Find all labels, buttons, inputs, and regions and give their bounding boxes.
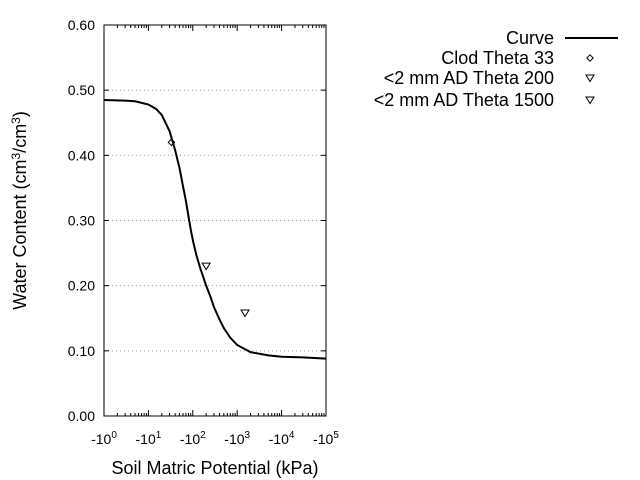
y-tick-label: 0.60 <box>68 17 95 33</box>
legend-swatch-2-mm-ad-theta-1500 <box>585 96 595 105</box>
x-tick-label: -104 <box>269 430 295 447</box>
legend-label-2-mm-ad-theta-1500: <2 mm AD Theta 1500 <box>374 90 554 110</box>
axis-ticks: 0.00 0.10 0.20 0.30 0.40 0.50 0.60 -100 -101 -102… <box>68 17 340 447</box>
gridlines <box>104 89 326 352</box>
data-point-2-mm-ad-theta-1500 <box>240 309 250 318</box>
y-tick-label: 0.30 <box>68 213 95 229</box>
x-axis-title: Soil Matric Potential (kPa) <box>111 458 318 478</box>
y-tick-label: 0.00 <box>68 408 95 424</box>
x-tick-label: -105 <box>313 430 339 447</box>
y-tick-label: 0.10 <box>68 343 95 359</box>
data-point-2-mm-ad-theta-200 <box>201 262 212 271</box>
legend-label-2-mm-ad-theta-200: <2 mm AD Theta 200 <box>384 68 554 88</box>
x-tick-label: -100 <box>91 430 117 447</box>
y-tick-label: 0.20 <box>68 278 95 294</box>
legend-swatch-2-mm-ad-theta-200 <box>585 74 595 83</box>
data-point-clod-theta-33 <box>167 138 176 147</box>
x-tick-label: -103 <box>224 430 250 447</box>
series-layer <box>103 98 327 360</box>
legend-label-curve: Curve <box>506 28 554 48</box>
x-tick-label: -101 <box>136 430 162 447</box>
y-tick-label: 0.50 <box>68 82 95 98</box>
legend-swatch-clod-theta-33 <box>586 54 594 62</box>
x-tick-label: -102 <box>180 430 206 447</box>
y-axis-title: Water Content (cm3/cm3) <box>9 111 30 310</box>
series-line-curve <box>103 98 327 360</box>
legend-label-clod-theta-33: Clod Theta 33 <box>441 48 554 68</box>
y-tick-label: 0.40 <box>68 147 95 163</box>
